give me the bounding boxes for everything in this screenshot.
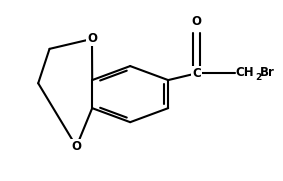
Text: O: O <box>71 140 82 153</box>
Text: 2: 2 <box>255 73 261 82</box>
Text: C: C <box>192 67 201 80</box>
Text: CH: CH <box>235 66 254 79</box>
Text: O: O <box>87 32 97 45</box>
Text: Br: Br <box>260 66 275 79</box>
Text: O: O <box>192 15 202 28</box>
